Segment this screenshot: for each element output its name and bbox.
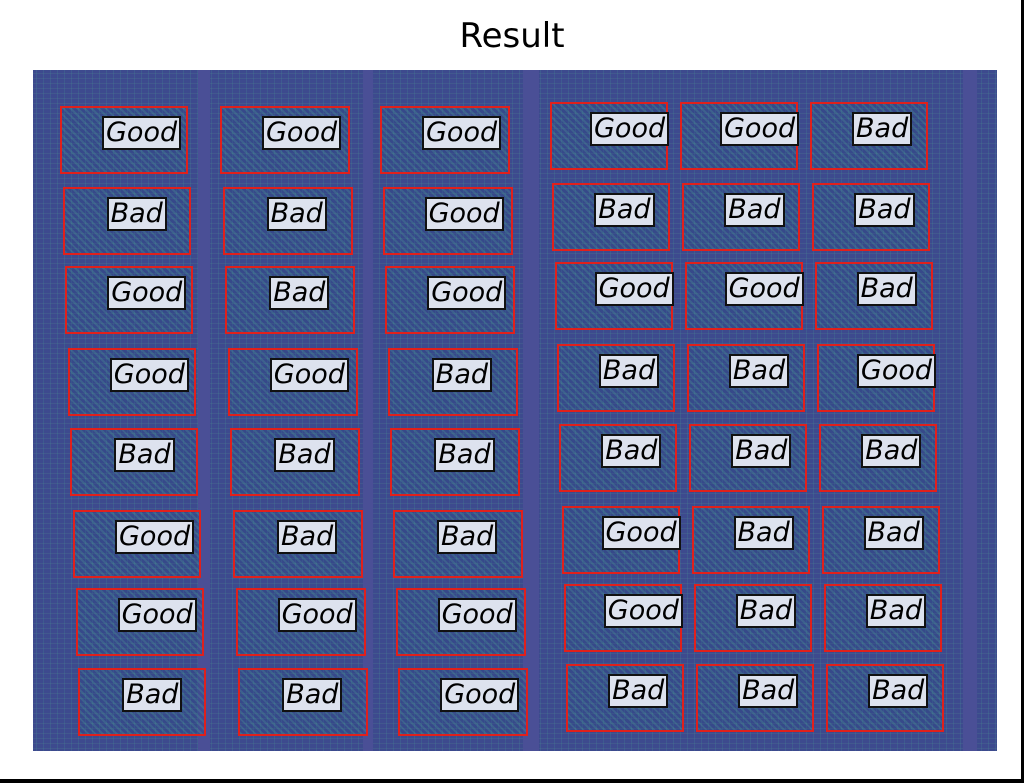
plot-label: Good (117, 598, 197, 632)
plot-label: Good (724, 272, 804, 306)
plot-label: Bad (122, 678, 183, 712)
plot-label: Bad (266, 197, 327, 231)
plot-label: Bad (865, 594, 927, 628)
plot-label: Bad (106, 197, 167, 231)
road (523, 70, 539, 751)
plot-label: Good (269, 358, 349, 392)
road (963, 70, 977, 751)
plot-label: Bad (269, 276, 330, 310)
plot-label: Good (102, 116, 182, 150)
plot-label: Bad (852, 112, 913, 146)
plot-label: Bad (733, 516, 794, 550)
road (198, 70, 210, 751)
plot-label: Good (262, 116, 342, 150)
plot-label: Bad (861, 434, 922, 468)
plot-label: Bad (738, 674, 799, 708)
plot-label: Good (422, 116, 502, 150)
plot-label: Good (109, 358, 189, 392)
plot-label: Bad (601, 434, 662, 468)
plot-label: Bad (608, 674, 669, 708)
plot-label: Bad (598, 354, 660, 388)
figure-title: Result (459, 16, 565, 56)
plot-label: Bad (735, 594, 797, 628)
plot-label: Bad (434, 438, 495, 472)
plot-label: Good (603, 594, 683, 628)
plot-label: Good (277, 598, 357, 632)
plot-label: Good (720, 112, 800, 146)
plot-label: Good (856, 354, 936, 388)
road (363, 70, 373, 751)
plot-label: Good (427, 276, 507, 310)
plot-label: Bad (856, 272, 917, 306)
plot-label: Bad (728, 354, 790, 388)
plot-label: Bad (277, 520, 338, 554)
plot-label: Bad (282, 678, 343, 712)
plot-label: Bad (274, 438, 335, 472)
frame-border (1021, 0, 1024, 783)
plot-label: Bad (594, 193, 655, 227)
frame-border (0, 779, 1024, 783)
plot-label: Bad (868, 674, 929, 708)
plot-label: Good (590, 112, 670, 146)
plot-label: Bad (863, 516, 924, 550)
plot-label: Bad (724, 193, 785, 227)
plot-label: Bad (854, 193, 915, 227)
plot-label: Good (424, 197, 504, 231)
plot-label: Good (107, 276, 187, 310)
plot-label: Good (594, 272, 674, 306)
plot-label: Good (437, 598, 517, 632)
plot-label: Good (115, 520, 195, 554)
plot-label: Bad (114, 438, 175, 472)
plot-label: Bad (431, 358, 493, 392)
plot-label: Bad (731, 434, 792, 468)
plot-label: Good (440, 678, 520, 712)
plot-label: Bad (437, 520, 498, 554)
plot-label: Good (601, 516, 681, 550)
